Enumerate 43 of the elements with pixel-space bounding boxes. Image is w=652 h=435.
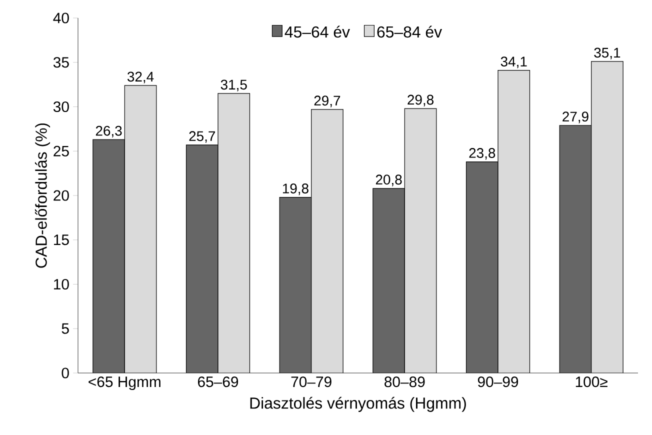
bar — [124, 85, 156, 373]
bar — [92, 140, 125, 373]
x-tick-label: 100≥ — [576, 376, 608, 388]
x-axis-title: Diasztolés vérnyomás (Hgmm) — [250, 396, 466, 412]
data-label: 29,8 — [408, 94, 434, 106]
y-axis-title: CAD-előfordulás (%) — [34, 123, 50, 268]
data-label: 25,7 — [189, 131, 216, 143]
y-tick-label: 15 — [54, 234, 69, 246]
y-tick-label: 30 — [53, 101, 69, 112]
y-tick-label: 40 — [53, 12, 69, 24]
x-tick-label: 80–89 — [384, 376, 425, 388]
y-tick-label: 20 — [54, 190, 69, 201]
y-tick-label: 10 — [54, 278, 69, 290]
legend-label: 45–64 év — [284, 26, 350, 38]
bar — [559, 125, 592, 373]
y-tick-label: 5 — [62, 323, 69, 334]
y-tick-label: 35 — [53, 57, 69, 68]
bar — [591, 61, 624, 373]
data-label: 27,9 — [562, 112, 588, 124]
bar — [404, 108, 436, 373]
x-tick-label: <65 Hgmm — [88, 376, 160, 390]
data-label: 29,7 — [314, 96, 340, 108]
data-label: 26,3 — [96, 126, 122, 138]
data-label: 23,8 — [469, 148, 496, 160]
y-tick-label: 25 — [54, 146, 69, 156]
legend-label: 65–84 év — [377, 26, 442, 38]
bar — [372, 188, 405, 373]
x-tick-label: 70–79 — [291, 376, 332, 388]
bar — [498, 70, 530, 373]
bar — [280, 197, 312, 373]
data-label: 31,5 — [220, 80, 247, 92]
data-label: 20,8 — [376, 174, 402, 186]
bar — [186, 144, 218, 373]
x-tick-label: 65–69 — [198, 376, 238, 388]
y-tick-label: 0 — [62, 368, 69, 378]
data-label: 32,4 — [127, 72, 154, 84]
data-label: 35,1 — [594, 48, 620, 60]
data-label: 19,8 — [282, 184, 308, 196]
bar — [218, 93, 250, 373]
data-label: 34,1 — [500, 56, 527, 68]
bar — [466, 162, 498, 373]
x-tick-label: 90–99 — [478, 376, 518, 388]
bar — [311, 109, 344, 373]
